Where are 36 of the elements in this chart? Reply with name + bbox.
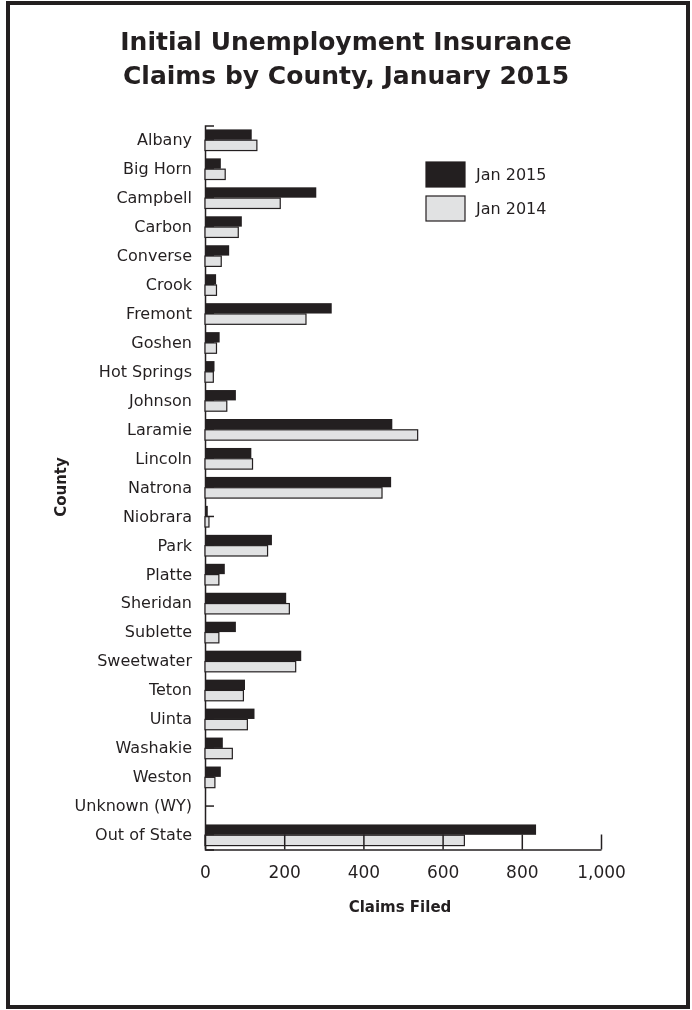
- x-tick-label: 200: [268, 861, 301, 882]
- y-tick-label: Albany: [137, 130, 192, 150]
- x-tick-label: 400: [347, 861, 381, 882]
- y-tick-label: Carbon: [134, 216, 192, 236]
- y-tick-label: Washakie: [115, 738, 192, 758]
- y-tick-label: Niobrara: [122, 506, 192, 526]
- y-tick-label: Sublette: [124, 622, 192, 642]
- y-axis-title: County: [52, 456, 70, 517]
- y-tick-label: Fremont: [126, 303, 192, 323]
- y-tick-label: Weston: [132, 767, 192, 787]
- x-axis-title: Claims Filed: [348, 898, 452, 916]
- legend-label: Jan 2014: [475, 199, 547, 218]
- y-tick-label: Crook: [145, 274, 193, 294]
- y-tick-label: Sheridan: [120, 593, 192, 613]
- x-tick-label: 600: [426, 861, 460, 882]
- y-tick-label: Sweetwater: [97, 651, 193, 671]
- y-tick-label: Big Horn: [123, 159, 192, 179]
- y-tick-label: Goshen: [131, 332, 192, 352]
- y-tick-label: Unknown (WY): [74, 796, 192, 816]
- x-tick-label: 800: [506, 861, 539, 882]
- chart-title: Initial Unemployment Insurance Claims by County, January 2015: [120, 27, 572, 90]
- y-tick-label: Lincoln: [135, 448, 192, 468]
- x-tick-label: 0: [200, 861, 211, 882]
- y-tick-label: Converse: [116, 245, 192, 265]
- y-tick-label: Hot Springs: [98, 361, 192, 381]
- y-tick-label: Platte: [145, 564, 192, 584]
- legend-label: Jan 2015: [475, 165, 547, 184]
- x-tick-label: 1,000: [577, 861, 626, 882]
- y-tick-label: Campbell: [116, 188, 192, 208]
- y-tick-label: Laramie: [127, 419, 192, 439]
- y-tick-label: Out of State: [95, 825, 192, 845]
- y-tick-label: Johnson: [127, 390, 192, 410]
- y-tick-label: Park: [157, 535, 193, 555]
- y-tick-label: Teton: [147, 680, 192, 700]
- y-tick-label: Natrona: [127, 477, 192, 497]
- y-tick-label: Uinta: [149, 709, 192, 729]
